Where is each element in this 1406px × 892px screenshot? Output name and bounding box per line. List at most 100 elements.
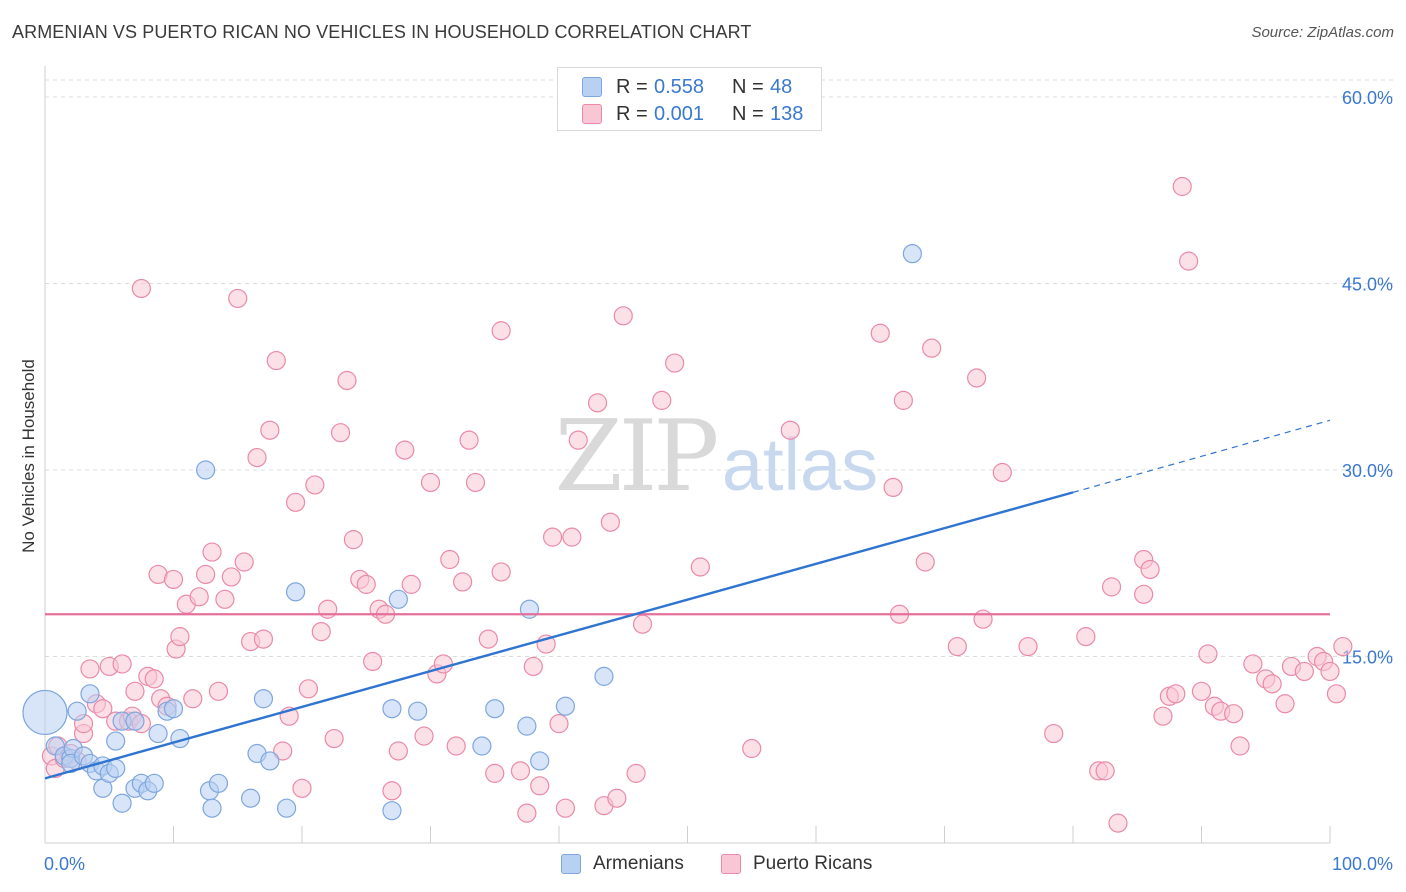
puerto-rican-point — [1224, 704, 1244, 724]
n-label: N = — [732, 75, 764, 98]
puerto-rican-point — [947, 636, 967, 657]
puerto-rican-point — [491, 562, 511, 582]
puerto-rican-point — [446, 736, 466, 756]
puerto-rican-point — [523, 656, 543, 677]
puerto-rican-point — [330, 423, 351, 443]
puerto-rican-point — [1134, 584, 1154, 604]
puerto-rican-point — [632, 614, 653, 634]
puerto-rican-point — [1243, 654, 1263, 674]
armenian-point — [902, 244, 922, 264]
armenian-point — [485, 699, 505, 719]
legend-row-armenians: R = 0.558 N = 48 — [582, 75, 792, 99]
puerto-rican-point — [517, 803, 537, 823]
y-tick-label: 30.0% — [1342, 461, 1393, 481]
armenian-point — [80, 684, 100, 704]
puerto-rican-point — [266, 350, 286, 371]
puerto-rican-point — [356, 574, 376, 594]
n-value: 138 — [770, 102, 804, 125]
puerto-rican-point — [144, 669, 164, 689]
puerto-rican-point — [343, 530, 363, 550]
puerto-rican-point — [742, 738, 762, 759]
puerto-rican-point — [549, 714, 569, 734]
y-axis-label: No Vehicles in Household — [19, 359, 38, 553]
puerto-rican-point — [1153, 706, 1173, 726]
armenian-point — [388, 589, 408, 609]
n-label: N = — [732, 102, 764, 125]
puerto-rican-point — [1166, 684, 1186, 704]
puerto-rican-point — [600, 512, 621, 532]
armenian-trendline-extension — [1072, 419, 1331, 493]
puerto-rican-point — [1095, 761, 1115, 781]
puerto-rican-point — [285, 492, 306, 512]
puerto-rican-point — [992, 462, 1012, 483]
puerto-rican-point — [922, 338, 942, 358]
puerto-rican-point — [465, 472, 486, 493]
puerto-rican-point — [363, 651, 383, 672]
puerto-rican-point — [893, 390, 913, 410]
puerto-rican-point — [221, 567, 241, 587]
puerto-rican-point — [208, 681, 229, 701]
puerto-rican-point — [555, 798, 576, 818]
armenian-point — [112, 793, 132, 813]
puerto-rican-point — [1275, 694, 1295, 714]
armenian-trendline — [44, 491, 1074, 780]
r-value: 0.001 — [654, 102, 705, 125]
correlation-legend: R = 0.558 N = 48 R = 0.001 N = 138 — [557, 67, 822, 131]
puerto-rican-point — [163, 569, 184, 590]
puerto-rican-point — [337, 370, 357, 391]
puerto-ricans-swatch — [721, 854, 741, 874]
armenians-swatch — [582, 77, 602, 97]
puerto-rican-point — [491, 321, 511, 341]
armenian-point — [67, 701, 87, 721]
puerto-rican-point — [1140, 559, 1160, 580]
armenians-swatch — [561, 854, 581, 874]
armenian-point — [106, 758, 126, 779]
armenian-point — [106, 731, 126, 751]
puerto-rican-point — [613, 306, 633, 326]
puerto-rican-point — [453, 572, 473, 592]
puerto-rican-point — [883, 477, 903, 498]
puerto-ricans-swatch — [582, 104, 602, 124]
r-label: R = — [616, 102, 648, 125]
puerto-rican-point — [1191, 681, 1212, 701]
puerto-rican-point — [652, 390, 672, 410]
puerto-rican-point — [568, 430, 588, 450]
puerto-rican-point — [196, 564, 216, 585]
puerto-rican-point — [388, 741, 408, 761]
puerto-rican-point — [530, 776, 550, 796]
puerto-rican-point — [125, 681, 145, 701]
puerto-rican-point — [253, 629, 274, 649]
puerto-rican-point — [1044, 723, 1064, 744]
r-label: R = — [616, 75, 648, 98]
x-tick-label: 100.0% — [1332, 854, 1393, 874]
puerto-rican-point — [382, 781, 402, 801]
puerto-rican-point — [1076, 627, 1096, 647]
puerto-rican-point — [112, 654, 132, 674]
puerto-rican-point — [234, 552, 254, 572]
bottom-legend-armenians: Armenians — [561, 852, 684, 876]
puerto-rican-point — [273, 741, 293, 761]
puerto-rican-point — [626, 763, 646, 783]
n-value: 48 — [770, 75, 793, 98]
armenian-point — [148, 723, 168, 744]
puerto-rican-point — [665, 353, 685, 373]
puerto-rican-point — [967, 368, 987, 388]
puerto-rican-point — [1230, 736, 1250, 756]
puerto-rican-point — [202, 542, 222, 562]
puerto-rican-point — [292, 778, 312, 798]
puerto-rican-point — [478, 629, 498, 649]
armenian-point — [517, 716, 537, 736]
puerto-rican-point — [305, 475, 325, 495]
bottom-legend-puerto-ricans: Puerto Ricans — [721, 852, 872, 876]
puerto-rican-point — [562, 527, 582, 547]
puerto-rican-point — [542, 527, 563, 547]
armenian-point — [196, 460, 216, 480]
puerto-rican-point — [1018, 636, 1038, 657]
x-tick-label: 0.0% — [44, 854, 85, 874]
puerto-rican-point — [1198, 644, 1218, 664]
puerto-rican-point — [440, 549, 460, 570]
armenian-point — [22, 689, 68, 736]
chart-title: ARMENIAN VS PUERTO RICAN NO VEHICLES IN … — [12, 22, 752, 42]
armenian-point — [260, 751, 280, 771]
